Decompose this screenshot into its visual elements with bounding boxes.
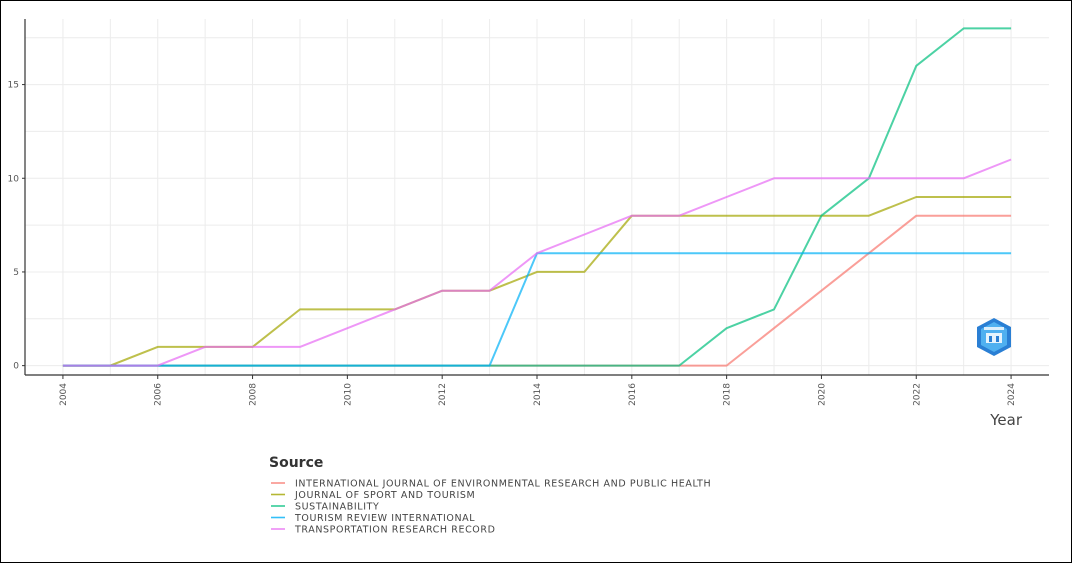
legend-label: TRANSPORTATION RESEARCH RECORD (294, 525, 496, 536)
y-tick-label: 15 (8, 81, 19, 91)
series-line-5 (62, 158, 1012, 367)
legend-label: INTERNATIONAL JOURNAL OF ENVIRONMENTAL R… (295, 479, 711, 490)
x-tick-label: 2018 (723, 383, 733, 406)
shield-logo-icon (977, 318, 1011, 356)
x-tick-label: 2012 (438, 383, 448, 406)
legend-label: SUSTAINABILITY (295, 502, 379, 513)
ticks: 0 5 10 15 2004 2006 2008 2010 2012 2014 2016 2018 20… (8, 81, 1018, 406)
legend-label: JOURNAL OF SPORT AND TOURISM (294, 490, 475, 501)
x-tick-label: 2006 (154, 383, 164, 406)
x-tick-label: 2022 (912, 383, 922, 406)
x-tick-label: 2004 (59, 383, 69, 406)
series-lines (62, 27, 1012, 367)
y-tick-label: 0 (13, 362, 19, 372)
x-tick-label: 2008 (249, 383, 259, 406)
legend: INTERNATIONAL JOURNAL OF ENVIRONMENTAL R… (271, 479, 711, 536)
x-axis-title: Year (989, 411, 1023, 429)
legend-title: Source (269, 455, 323, 471)
x-tick-label: 2014 (533, 383, 543, 406)
x-tick-label: 2024 (1007, 383, 1017, 406)
legend-label: TOURISM REVIEW INTERNATIONAL (294, 513, 475, 524)
x-tick-label: 2010 (343, 383, 353, 406)
x-tick-label: 2020 (817, 383, 827, 406)
grid (25, 19, 1049, 375)
y-tick-label: 5 (13, 268, 19, 278)
y-tick-label: 10 (8, 174, 20, 184)
x-tick-label: 2016 (628, 383, 638, 406)
